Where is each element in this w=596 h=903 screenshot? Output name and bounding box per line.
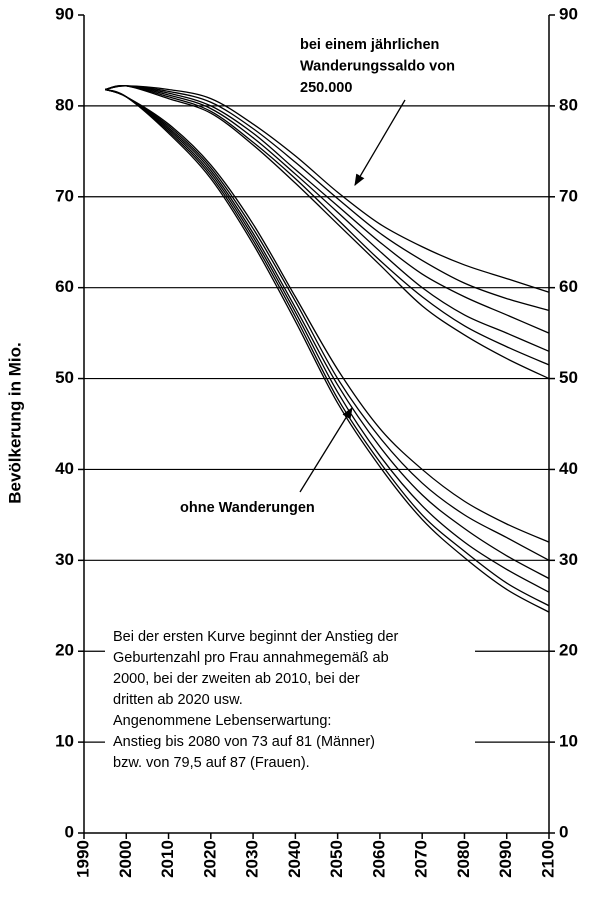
y-tick-label: 20 — [55, 641, 74, 660]
annotation: ohne Wanderungen — [180, 500, 315, 516]
x-tick-label: 2040 — [285, 840, 304, 878]
annotation: bei einem jährlichen — [300, 37, 439, 53]
series-line — [104, 88, 550, 607]
y-tick-label: 60 — [55, 277, 74, 296]
y2-tick-label: 70 — [559, 186, 578, 205]
y2-tick-label: 0 — [559, 822, 568, 841]
y2-tick-label: 30 — [559, 550, 578, 569]
x-tick-label: 2020 — [200, 840, 219, 878]
y-tick-label: 90 — [55, 4, 74, 23]
series-line — [104, 88, 550, 593]
y-tick-label: 70 — [55, 186, 74, 205]
x-tick-label: 2070 — [412, 840, 431, 878]
series-line — [105, 85, 550, 293]
y-axis-label: Bevölkerung in Mio. — [5, 342, 24, 504]
y-tick-label: 30 — [55, 550, 74, 569]
series-line — [104, 88, 550, 561]
series-line — [105, 85, 550, 312]
arrow — [354, 99, 406, 187]
series-line — [104, 88, 550, 613]
y-tick-label: 10 — [55, 732, 74, 751]
series-line — [104, 88, 550, 580]
annotation: 2000, bei der zweiten ab 2010, bei der — [113, 671, 360, 687]
x-tick-label: 2100 — [538, 840, 557, 878]
x-tick-label: 2000 — [116, 840, 135, 878]
y2-tick-label: 40 — [559, 459, 578, 478]
annotation: 250.000 — [300, 80, 352, 96]
series-line — [104, 88, 550, 543]
y-tick-label: 50 — [55, 368, 74, 387]
annotation: Wanderungssaldo von — [300, 58, 455, 74]
y2-tick-label: 10 — [559, 732, 578, 751]
y2-tick-label: 50 — [559, 368, 578, 387]
series-line — [104, 84, 550, 380]
arrow — [299, 407, 353, 493]
x-tick-label: 2080 — [454, 840, 473, 878]
x-tick-label: 2060 — [369, 840, 388, 878]
series-line — [104, 85, 550, 334]
y-tick-label: 0 — [65, 822, 74, 841]
annotation: Geburtenzahl pro Frau annahmegemäß ab — [113, 650, 389, 666]
annotation: dritten ab 2020 usw. — [113, 692, 243, 708]
x-tick-label: 2050 — [327, 840, 346, 878]
series-line — [104, 85, 550, 352]
x-tick-label: 2090 — [496, 840, 515, 878]
y-tick-label: 40 — [55, 459, 74, 478]
y-tick-label: 80 — [55, 95, 74, 114]
series-line — [104, 85, 550, 366]
y2-tick-label: 20 — [559, 641, 578, 660]
annotation: Bei der ersten Kurve beginnt der Anstieg… — [113, 629, 399, 645]
annotation: Angenommene Lebenserwartung: — [113, 713, 331, 729]
y2-tick-label: 90 — [559, 4, 578, 23]
y2-tick-label: 60 — [559, 277, 578, 296]
x-tick-label: 2030 — [243, 840, 262, 878]
y2-tick-label: 80 — [559, 95, 578, 114]
annotation: Anstieg bis 2080 von 73 auf 81 (Männer) — [113, 734, 375, 750]
x-tick-label: 2010 — [158, 840, 177, 878]
note-box — [105, 625, 475, 795]
annotation: bzw. von 79,5 auf 87 (Frauen). — [113, 755, 310, 771]
x-tick-label: 1990 — [73, 840, 92, 878]
